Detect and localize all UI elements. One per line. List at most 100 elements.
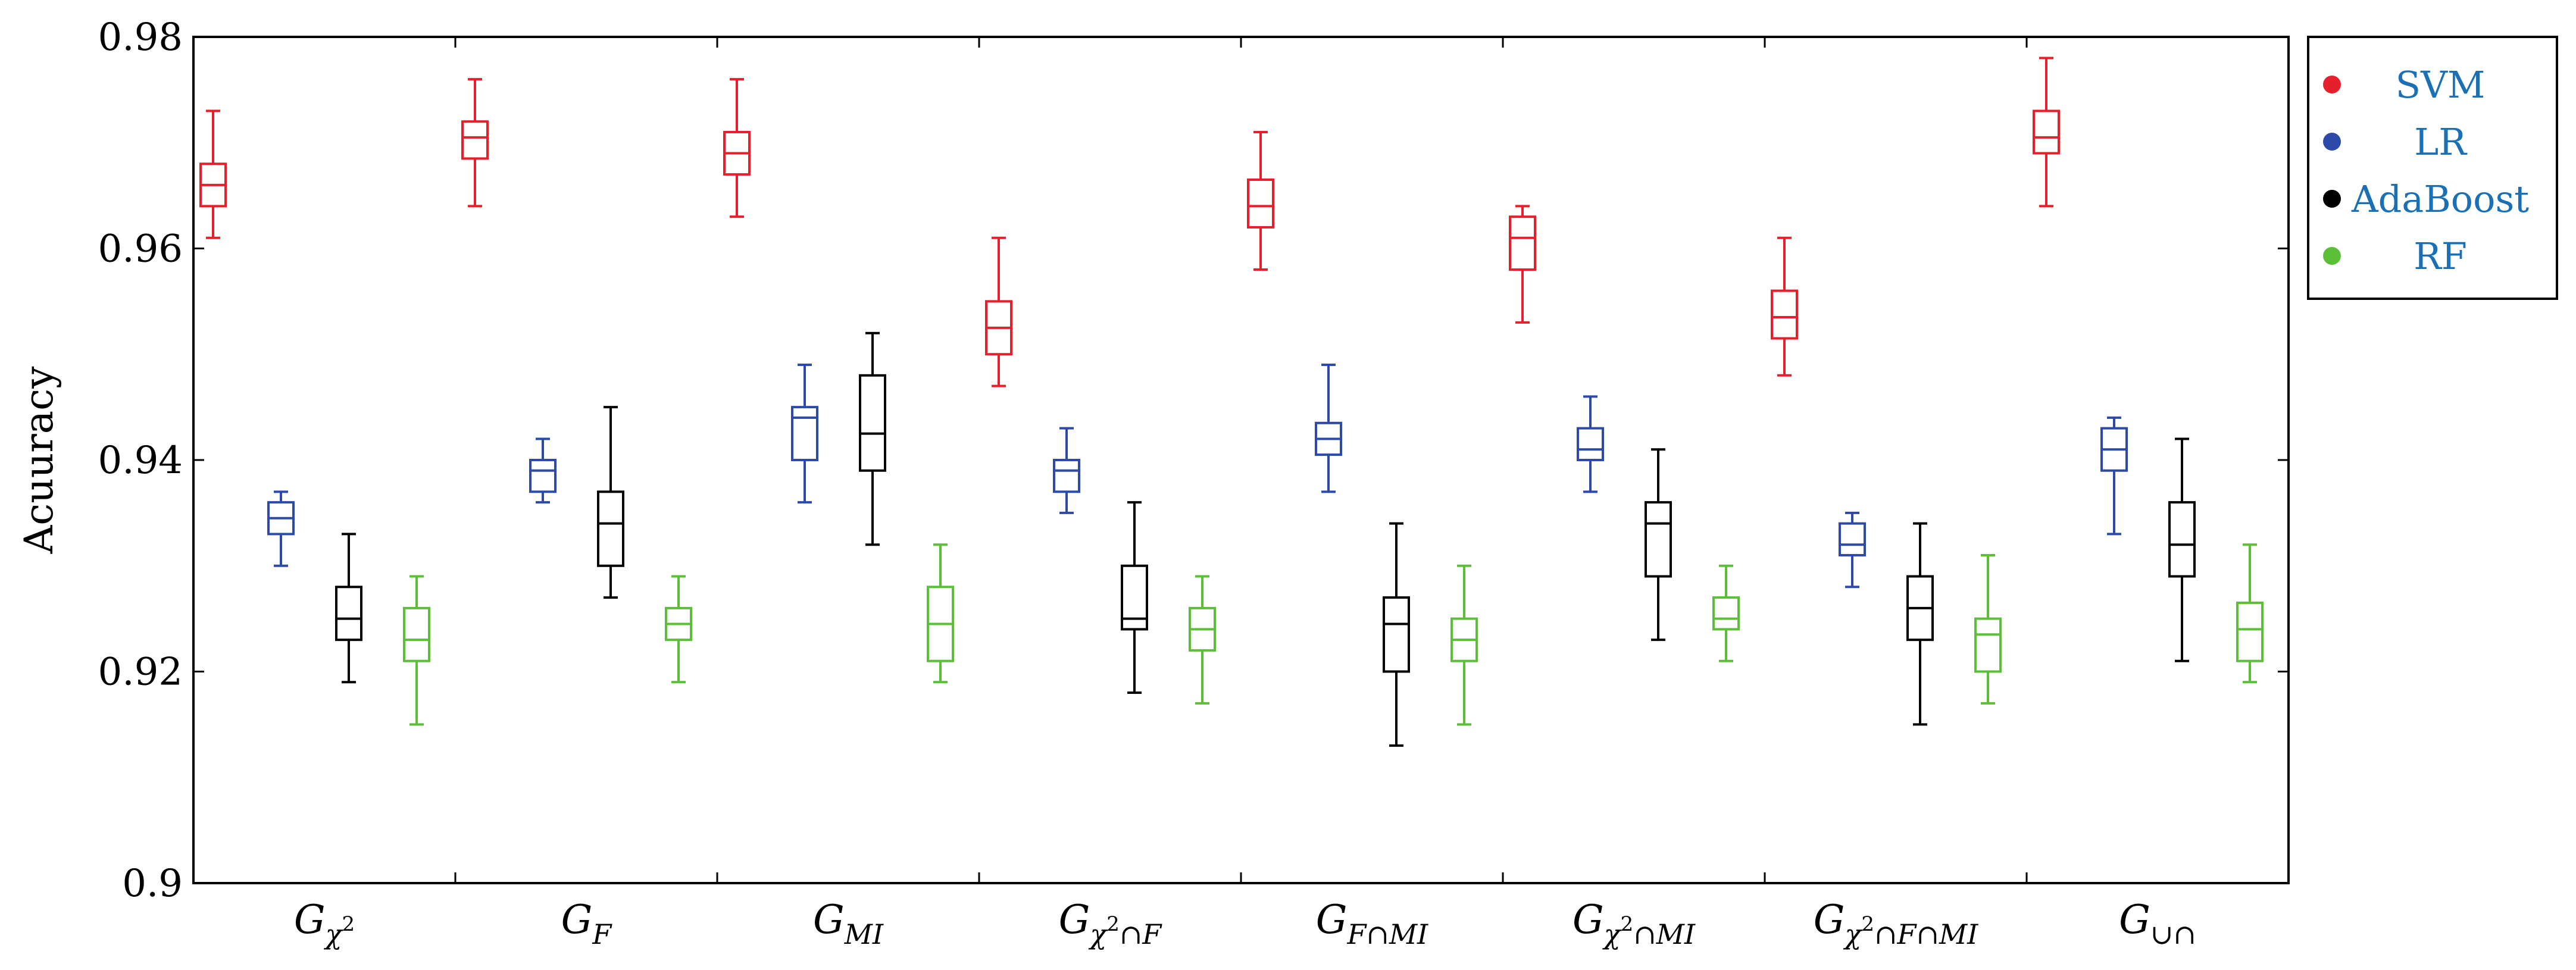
box-lr <box>2100 416 2128 536</box>
category-superscript: 2 <box>1106 912 1120 936</box>
box-iqr <box>597 490 624 567</box>
box-lr <box>1053 427 1080 514</box>
box-iqr <box>1053 459 1080 493</box>
legend-marker-svm <box>2323 76 2341 93</box>
box-lr <box>267 490 295 567</box>
box-adaboost <box>1121 501 1148 694</box>
category-subscript: χ <box>1088 918 1108 950</box>
box-adaboost <box>2168 437 2196 662</box>
x-category-label: Gχ2 <box>294 897 355 950</box>
category-subscript: χ <box>1602 918 1622 950</box>
legend: SVM LR AdaBoost RF <box>2307 36 2558 300</box>
y-tick-label: 0.9 <box>122 862 183 906</box>
x-category-label: GF <box>561 897 613 950</box>
box-iqr <box>791 406 818 461</box>
y-tick-label: 0.94 <box>98 439 183 483</box>
box-iqr <box>1121 564 1148 631</box>
box-lr <box>1315 364 1342 493</box>
x-category-label: Gχ2∩MI <box>1573 897 1696 950</box>
category-subscript-rest: ∩MI <box>1633 918 1696 950</box>
y-axis-ticks <box>193 36 2289 884</box>
category-superscript: 2 <box>342 912 355 936</box>
x-category-label: G∪∩ <box>2119 897 2196 950</box>
y-axis-label: Acuuracy <box>16 366 62 555</box>
category-superscript: 2 <box>1861 912 1874 936</box>
box-series <box>199 57 2264 747</box>
legend-marker-lr <box>2323 133 2341 151</box>
box-lr <box>791 364 818 504</box>
legend-label: LR <box>2414 120 2468 164</box>
box-svm <box>1247 130 1274 271</box>
box-rf <box>1712 564 1740 662</box>
box-iqr <box>859 374 886 472</box>
box-rf <box>2236 543 2264 684</box>
box-lr <box>529 437 557 504</box>
box-iqr <box>1247 178 1274 229</box>
category-subscript: MI <box>844 918 884 950</box>
box-svm <box>985 236 1012 387</box>
box-svm <box>2033 57 2060 208</box>
category-subscript: F <box>592 918 612 950</box>
box-iqr <box>1383 596 1410 673</box>
y-tick-labels: 0.9 0.92 0.94 0.96 0.98 <box>98 15 183 906</box>
x-category-label: GF∩MI <box>1316 897 1428 950</box>
category-base: G <box>1573 897 1604 943</box>
box-rf <box>1450 564 1478 726</box>
box-svm <box>461 78 489 208</box>
box-adaboost <box>597 406 624 599</box>
box-rf <box>403 575 430 726</box>
box-adaboost <box>1906 522 1934 726</box>
legend-label: AdaBoost <box>2351 177 2529 221</box>
box-iqr <box>1577 427 1604 461</box>
category-subscript-rest: ∩F∩MI <box>1874 918 1978 950</box>
box-svm <box>1771 236 1798 377</box>
category-subscript: F∩MI <box>1347 918 1429 950</box>
x-category-labels: Gχ2 GF GMI Gχ2∩F GF∩MI Gχ2∩MI Gχ2∩F∩MI G∪∩ <box>294 897 2196 950</box>
x-category-label: Gχ2∩F <box>1059 897 1163 950</box>
box-iqr <box>1509 215 1536 271</box>
box-iqr <box>1645 501 1672 578</box>
plot-frame <box>192 36 2290 884</box>
legend-marker-rf <box>2323 247 2341 265</box>
y-tick-label: 0.92 <box>98 650 183 694</box>
box-adaboost <box>1645 448 1672 642</box>
x-category-label: GMI <box>813 897 884 950</box>
category-base: G <box>813 897 845 943</box>
category-base: G <box>1814 897 1845 943</box>
y-tick-label: 0.98 <box>98 15 183 60</box>
category-base: G <box>294 897 326 943</box>
box-iqr <box>461 120 489 160</box>
category-base: G <box>1316 897 1348 943</box>
box-adaboost <box>1383 522 1410 747</box>
legend-marker-adaboost <box>2323 190 2341 208</box>
legend-label: RF <box>2414 234 2467 278</box>
box-iqr <box>403 606 430 662</box>
box-rf <box>1974 553 2002 705</box>
category-superscript: 2 <box>1621 912 1634 936</box>
category-base: G <box>561 897 593 943</box>
box-rf <box>1189 575 1216 705</box>
box-iqr <box>1839 522 1866 556</box>
legend-frame <box>2307 36 2558 300</box>
category-subscript-rest: ∩F <box>1120 918 1163 950</box>
box-iqr <box>1974 617 2002 673</box>
category-subscript: χ <box>1843 918 1863 950</box>
category-base: G <box>2119 897 2150 943</box>
category-base: G <box>1059 897 1090 943</box>
box-iqr <box>2033 109 2060 155</box>
box-iqr <box>335 586 362 642</box>
box-svm <box>723 78 751 218</box>
category-subscript: ∪∩ <box>2150 918 2196 950</box>
box-rf <box>665 575 692 684</box>
box-iqr <box>1712 596 1740 631</box>
box-adaboost <box>859 331 886 546</box>
box-iqr <box>1771 289 1798 340</box>
box-svm <box>1509 205 1536 324</box>
y-tick-label: 0.96 <box>98 227 183 271</box>
box-iqr <box>529 459 557 493</box>
category-subscript: χ <box>324 918 344 950</box>
box-lr <box>1577 395 1604 493</box>
box-iqr <box>2168 501 2196 578</box>
box-adaboost <box>335 533 362 684</box>
